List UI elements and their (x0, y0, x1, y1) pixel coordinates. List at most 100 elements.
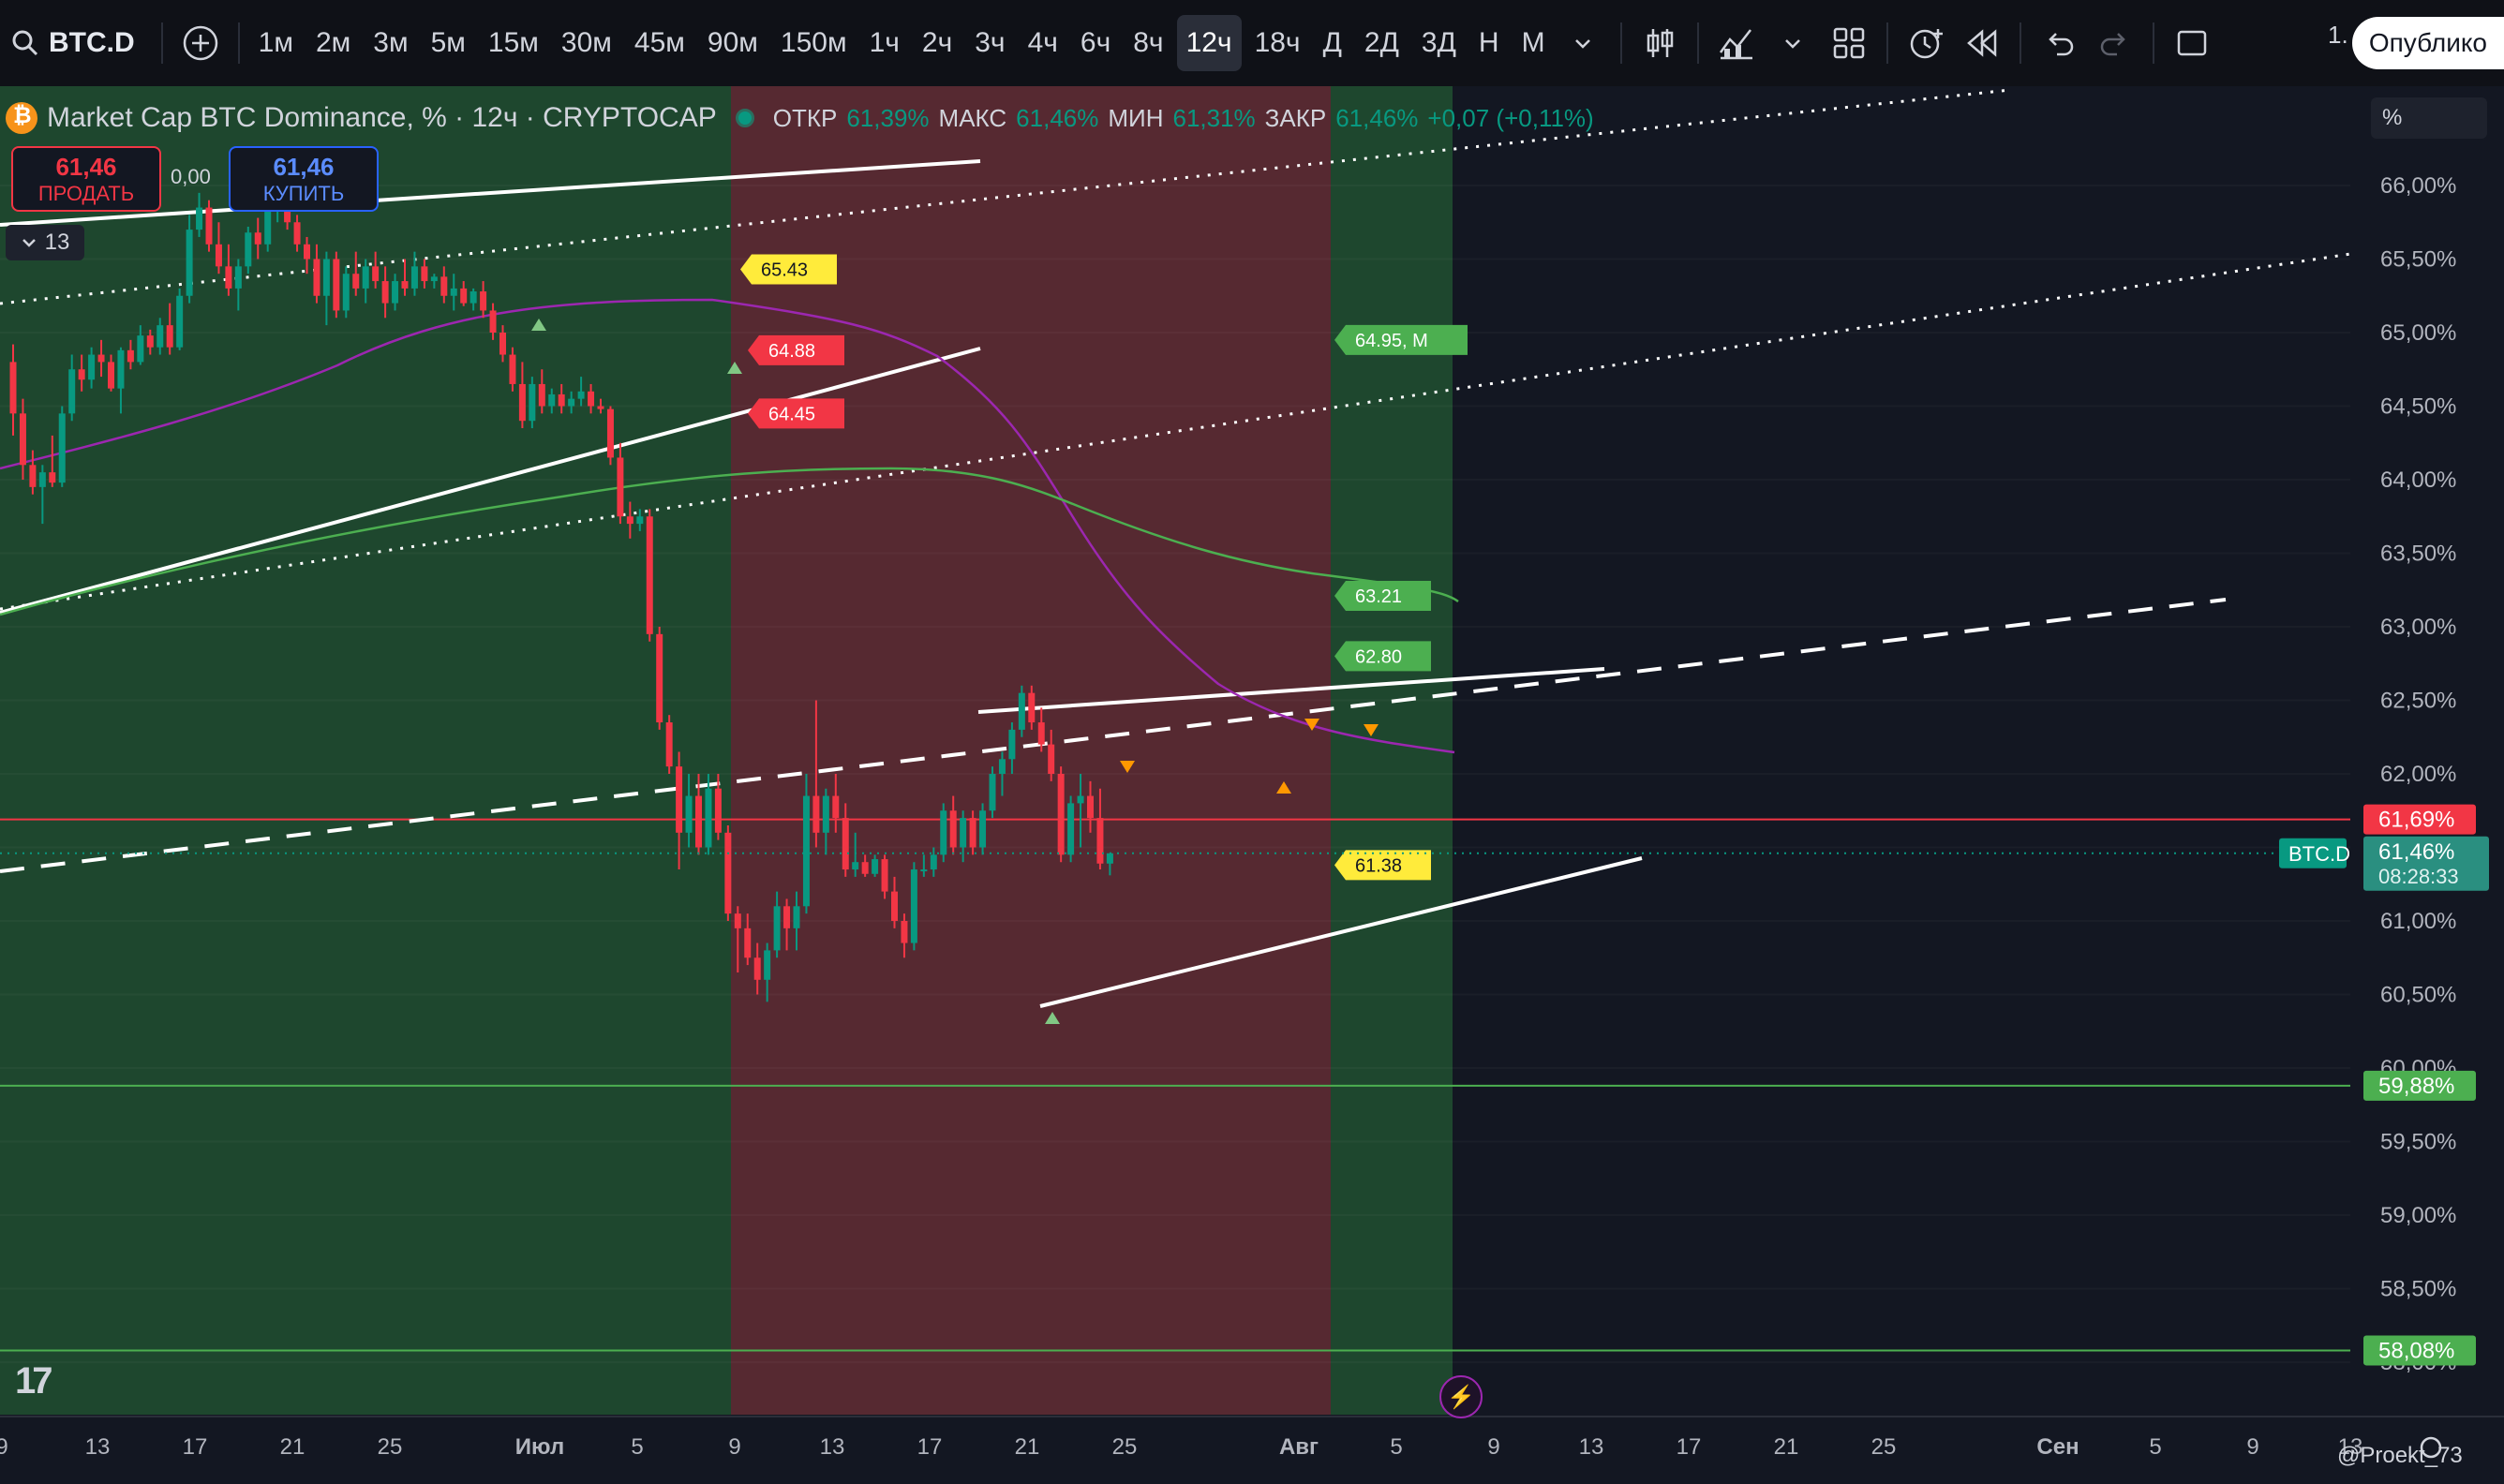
price-scale-unit[interactable]: % (2371, 97, 2487, 139)
price-chart[interactable]: 65.43 64.88 64.45 64.95, M 63.21 62.80 61.38 B… (0, 86, 2504, 1484)
candle-body (979, 810, 987, 848)
lightning-icon[interactable]: ⚡ (1439, 1375, 1483, 1418)
candle-body (499, 333, 506, 355)
candle (421, 259, 428, 289)
candle-body (685, 795, 693, 833)
timeframe-button[interactable]: 3ч (975, 27, 1006, 58)
price-scale[interactable]: 66,00% 65,50% 65,00% 64,50% 64,00% 63,50% 63,0… (2363, 173, 2489, 1375)
candle-body (872, 859, 879, 874)
templates-button[interactable] (1821, 15, 1877, 71)
gear-icon[interactable] (2420, 1436, 2442, 1459)
redo-button[interactable] (2087, 15, 2143, 71)
timeframe-button[interactable]: Д (1322, 27, 1342, 58)
candle-body (783, 906, 791, 928)
candle (626, 501, 633, 539)
candle (529, 377, 536, 429)
candle (773, 891, 781, 958)
price-level-badge-label: 59,88% (2378, 1074, 2454, 1099)
sell-button[interactable]: 61,46 ПРОДАТЬ (11, 146, 161, 212)
indicators-collapse-button[interactable]: 13 (6, 225, 84, 260)
triangle-lower-line (1039, 856, 1643, 1008)
timeframe-button[interactable]: М (1521, 27, 1545, 58)
timeframe-button[interactable]: Н (1478, 27, 1499, 58)
plus-circle-icon (183, 25, 217, 61)
candle (392, 274, 399, 311)
candle-body (1037, 722, 1045, 745)
moving-averages (0, 298, 1459, 754)
candle-body (245, 232, 252, 267)
x-tick-label: 13 (2338, 1434, 2363, 1460)
publish-button[interactable]: Опублико (2351, 17, 2504, 69)
settings-gear[interactable] (2420, 1436, 2442, 1459)
candle (558, 383, 565, 414)
timeframe-button[interactable]: 12ч (1176, 15, 1242, 71)
candle-body (568, 398, 575, 407)
timeframe-button[interactable]: 2Д (1364, 27, 1399, 58)
symbol-search[interactable]: BTC.D (0, 0, 152, 86)
tradingview-logo[interactable]: 17 (15, 1360, 52, 1402)
y-tick-label: 61,00% (2380, 909, 2456, 934)
timeframe-button[interactable]: 30м (560, 27, 612, 58)
timeframe-button[interactable]: 15м (487, 27, 539, 58)
timeframe-button[interactable]: 45м (633, 27, 685, 58)
candle (744, 913, 752, 966)
timeframe-button[interactable]: 3м (373, 27, 409, 58)
alert-button[interactable] (1898, 15, 1954, 71)
candle-body (1018, 692, 1025, 730)
price-annotations: 65.43 64.88 64.45 64.95, M 63.21 62.80 61.38 (740, 254, 1468, 881)
timeframe-button[interactable]: 6ч (1080, 27, 1111, 58)
annotation-bg (1334, 641, 1431, 672)
candle (695, 774, 702, 855)
indicators-button[interactable] (1708, 15, 1765, 71)
candle (58, 406, 66, 487)
add-symbol-button[interactable] (172, 15, 229, 71)
time-scale[interactable]: 9 13 17 21 25 Июл 5 9 13 17 21 25 Авг 5 9 13 17 21 25 Сен 5 9… (0, 1434, 2362, 1460)
candle-body (489, 310, 497, 333)
candle-body (646, 516, 653, 634)
candle (822, 788, 829, 855)
candle (489, 303, 497, 340)
candle (372, 251, 380, 289)
chart-type-button[interactable] (1632, 15, 1688, 71)
timeframe-button[interactable]: 150м (780, 27, 847, 58)
close-value: 61,46% (1335, 103, 1419, 132)
legend-title[interactable]: Market Cap BTC Dominance, % · 12ч · CRYP… (47, 102, 717, 133)
timeframe-button[interactable]: 8ч (1133, 27, 1164, 58)
x-tick-label: 9 (0, 1434, 8, 1460)
dashed-line-resistance (0, 598, 2227, 873)
timeframe-button[interactable]: 90м (707, 27, 758, 58)
moving-average-green (0, 467, 1459, 616)
candle (108, 354, 114, 392)
marker-down (1120, 761, 1135, 773)
timeframe-button[interactable]: 1м (258, 27, 293, 58)
timeframe-dropdown[interactable] (1555, 15, 1611, 71)
candle (196, 192, 203, 237)
candle (440, 266, 448, 304)
buy-button[interactable]: 61,46 КУПИТЬ (229, 146, 379, 212)
legend: Market Cap BTC Dominance, % · 12ч · CRYP… (6, 97, 1594, 139)
timeframe-button[interactable]: 2ч (921, 27, 953, 58)
y-tick-label: 62,00% (2380, 762, 2456, 787)
timeframe-button[interactable]: 5м (430, 27, 466, 58)
search-icon (12, 30, 38, 56)
timeframe-button[interactable]: 4ч (1027, 27, 1058, 58)
candle (685, 774, 693, 848)
candle (617, 442, 624, 525)
timeframe-button[interactable]: 18ч (1254, 27, 1301, 58)
annotation-label: 65.43 (761, 260, 808, 280)
undo-button[interactable] (2031, 15, 2087, 71)
candle (518, 362, 526, 429)
replay-button[interactable] (1954, 15, 2010, 71)
candle (176, 288, 184, 350)
y-tick-label: 65,00% (2380, 320, 2456, 346)
timeframe-button[interactable]: 3Д (1421, 27, 1456, 58)
layout-button[interactable] (2164, 15, 2220, 71)
indicators-count: 13 (44, 230, 70, 255)
candle (636, 509, 644, 531)
timeframe-button[interactable]: 2м (315, 27, 351, 58)
indicators-dropdown[interactable] (1765, 15, 1821, 71)
moving-average-purple (0, 298, 1455, 754)
candle (793, 891, 800, 951)
candle-body (518, 383, 526, 422)
timeframe-button[interactable]: 1ч (869, 27, 900, 58)
